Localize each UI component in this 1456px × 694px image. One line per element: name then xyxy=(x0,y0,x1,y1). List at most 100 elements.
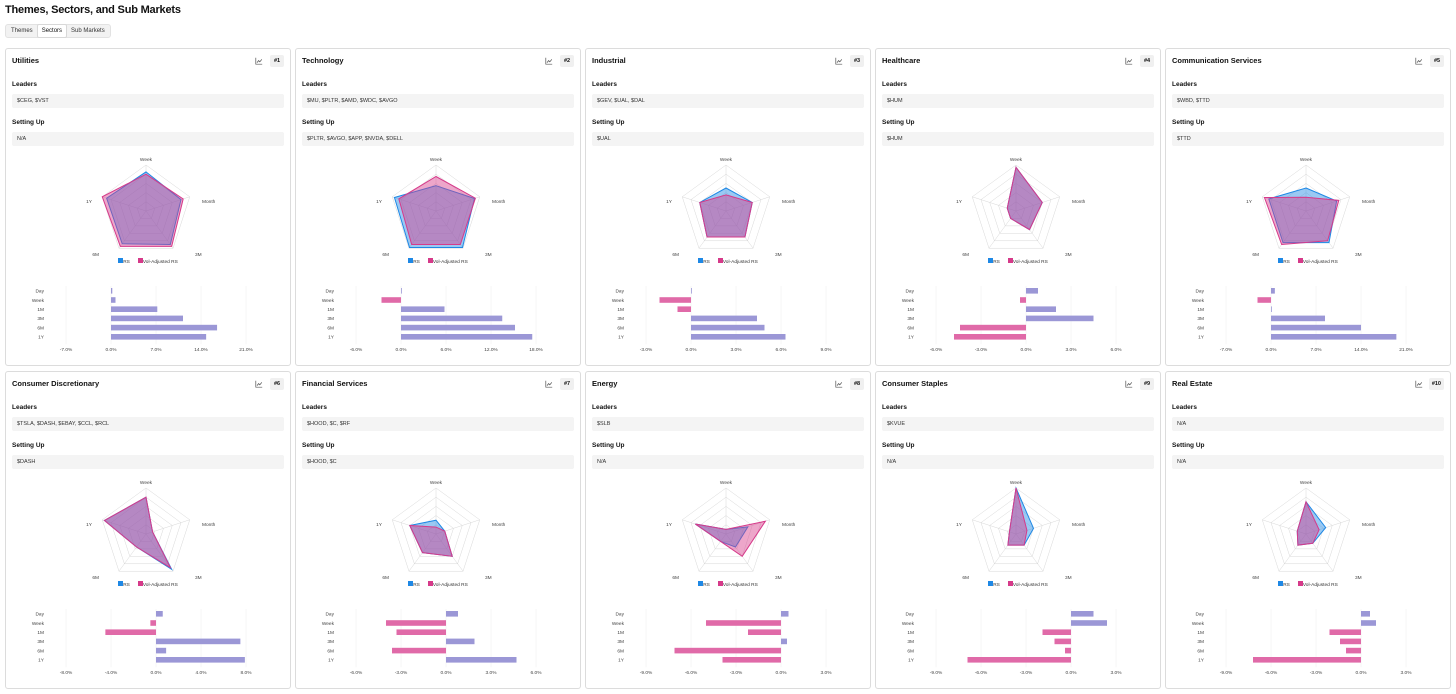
chart-button[interactable] xyxy=(834,379,844,389)
radar-grid-ring xyxy=(998,192,1034,227)
tab-sectors[interactable]: Sectors xyxy=(36,24,68,38)
legend-label-rs: RS xyxy=(1283,583,1290,588)
radar-axis-label: Month xyxy=(782,199,796,205)
bar-category-label: 1M xyxy=(907,630,914,636)
sector-card: Consumer Staples #9 Leaders $KVUE Setting Up… xyxy=(875,371,1161,689)
bar-x-tick-label: 3.0% xyxy=(731,347,743,353)
chart-button[interactable] xyxy=(1124,56,1134,66)
bar-1m xyxy=(677,306,691,312)
radar-axis-label: 3M xyxy=(195,252,202,258)
chart-button[interactable] xyxy=(1414,379,1424,389)
legend-label-rs: RS xyxy=(703,260,710,265)
rank-badge: #8 xyxy=(850,378,864,390)
rank-badge: #9 xyxy=(1140,378,1154,390)
bar-category-label: 1Y xyxy=(328,658,335,664)
bar-1m xyxy=(748,629,781,635)
bar-category-label: 6M xyxy=(37,648,44,654)
radar-axis-label: Month xyxy=(202,199,216,205)
leaders-label: Leaders xyxy=(592,81,617,88)
tab-themes[interactable]: Themes xyxy=(11,28,33,34)
performance-bar-chart: -6.0% -3.0% 0.0% 3.0% 6.0% Day Week 1M 3M 6M 1Y xyxy=(322,609,542,676)
bar-3m xyxy=(691,315,757,322)
legend-item-rs: RS xyxy=(408,581,420,588)
chart-button[interactable] xyxy=(1124,379,1134,389)
radar-spoke xyxy=(118,533,147,572)
radar-axis-label: Week xyxy=(140,157,153,163)
radar-axis-label: Week xyxy=(430,480,443,486)
radar-axis-label: 6M xyxy=(672,575,679,581)
bar-x-tick-label: -3.0% xyxy=(1020,670,1033,676)
radar-grid-ring xyxy=(1006,524,1026,542)
sector-title: Utilities xyxy=(12,56,40,65)
legend-label-rs: RS xyxy=(123,583,130,588)
chart-legend: RS Vol-Adjusted RS xyxy=(6,581,290,588)
bar-category-label: 3M xyxy=(907,316,914,322)
radar-axis-label: 1Y xyxy=(86,522,93,528)
bar-category-label: Day xyxy=(615,612,624,618)
radar-chart: Week Month 3M 6M 1Y xyxy=(86,480,216,581)
sector-title: Communication Services xyxy=(1172,56,1262,65)
chart-button[interactable] xyxy=(1414,56,1424,66)
bar-6m xyxy=(1065,647,1071,654)
radar-spoke xyxy=(145,210,174,249)
sector-card: Real Estate #10 Leaders N/A Setting Up N/A Wee… xyxy=(1165,371,1451,689)
bar-3m xyxy=(446,638,475,645)
leaders-label: Leaders xyxy=(1172,404,1197,411)
bar-category-label: 1M xyxy=(617,307,624,313)
radar-axis-label: 3M xyxy=(1355,575,1362,581)
leaders-value: $SLB xyxy=(592,417,864,431)
legend-item-rs: RS xyxy=(408,258,420,265)
radar-spoke xyxy=(725,210,754,249)
leaders-label: Leaders xyxy=(882,81,907,88)
chart-button[interactable] xyxy=(254,379,264,389)
radar-spoke xyxy=(1278,533,1307,572)
legend-swatch-rs xyxy=(1278,581,1284,586)
bar-x-tick-label: 0.0% xyxy=(1066,670,1078,676)
bar-week xyxy=(111,297,116,303)
chart-legend: RS Vol-Adjusted RS xyxy=(296,258,580,265)
bar-6m xyxy=(1271,324,1361,331)
radar-spoke xyxy=(102,519,147,535)
radar-axis-label: 1Y xyxy=(86,199,93,205)
bar-category-label: Week xyxy=(1192,621,1205,627)
bar-3m xyxy=(1026,315,1094,322)
bar-category-label: 1M xyxy=(327,630,334,636)
radar-grid-ring xyxy=(681,487,771,572)
radar-spoke xyxy=(392,519,437,535)
radar-axis-label: 6M xyxy=(962,575,969,581)
sector-title: Consumer Discretionary xyxy=(12,379,100,388)
setting-up-value: $HOOD, $C xyxy=(302,455,574,469)
radar-axis-label: 3M xyxy=(1355,252,1362,258)
view-tabs: Themes Sectors Sub Markets xyxy=(5,24,111,38)
radar-axis-label: 3M xyxy=(485,252,492,258)
bar-category-label: 1Y xyxy=(908,335,915,341)
radar-axis-label: 1Y xyxy=(376,522,383,528)
radar-axis-label: Week xyxy=(1300,480,1313,486)
bar-x-tick-label: 6.0% xyxy=(776,347,788,353)
radar-grid-ring xyxy=(690,173,762,242)
bar-x-tick-label: 14.0% xyxy=(1354,347,1368,353)
radar-axis-label: Week xyxy=(720,157,733,163)
legend-swatch-vol-adjusted-rs xyxy=(137,258,143,263)
setting-up-label: Setting Up xyxy=(592,442,625,449)
rank-badge: #1 xyxy=(270,55,284,67)
bar-1m xyxy=(396,629,446,635)
radar-grid-ring xyxy=(708,192,744,227)
bar-week xyxy=(659,297,691,303)
tab-sub-markets[interactable]: Sub Markets xyxy=(71,28,105,34)
radar-series-vol-adjusted-rs xyxy=(101,173,184,247)
legend-item-rs: RS xyxy=(988,258,1000,265)
radar-grid-ring xyxy=(989,506,1043,557)
radar-axis-label: 6M xyxy=(672,252,679,258)
chart-button[interactable] xyxy=(544,56,554,66)
legend-swatch-vol-adjusted-rs xyxy=(427,581,433,586)
bar-category-label: Week xyxy=(322,298,335,304)
bar-day xyxy=(401,288,402,294)
bar-x-tick-label: 0.0% xyxy=(776,670,788,676)
radar-axis-label: 3M xyxy=(195,575,202,581)
bar-category-label: Day xyxy=(325,612,334,618)
chart-button[interactable] xyxy=(544,379,554,389)
chart-button[interactable] xyxy=(834,56,844,66)
setting-up-value: $HUM xyxy=(882,132,1154,146)
chart-button[interactable] xyxy=(254,56,264,66)
